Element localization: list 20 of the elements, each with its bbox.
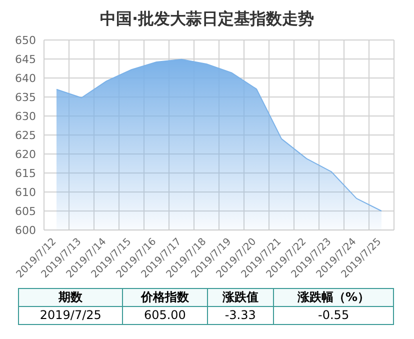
y-tick-label: 605 — [15, 204, 36, 218]
y-tick-label: 625 — [15, 128, 36, 142]
y-tick-label: 615 — [15, 166, 36, 180]
chart-title: 中国·批发大蒜日定基指数走势 — [98, 8, 316, 30]
y-tick-label: 640 — [15, 72, 36, 85]
y-tick-label: 645 — [15, 52, 36, 66]
text: 涨跌值 — [207, 288, 274, 306]
text: 涨跌幅（%） — [274, 288, 394, 306]
y-tick-label: 620 — [15, 148, 36, 161]
y-tick-label: 650 — [15, 34, 36, 47]
y-tick-label: 635 — [15, 90, 36, 104]
text: -3.33 — [207, 306, 274, 324]
text: -0.55 — [274, 306, 394, 324]
text: 605.00 — [122, 306, 208, 324]
text: 价格指数 — [122, 288, 208, 306]
text: 2019/7/25 — [18, 306, 123, 324]
text: 期数 — [18, 288, 123, 306]
y-tick-label: 630 — [15, 110, 36, 123]
y-tick-label: 610 — [15, 186, 36, 199]
y-tick-label: 600 — [15, 224, 36, 237]
